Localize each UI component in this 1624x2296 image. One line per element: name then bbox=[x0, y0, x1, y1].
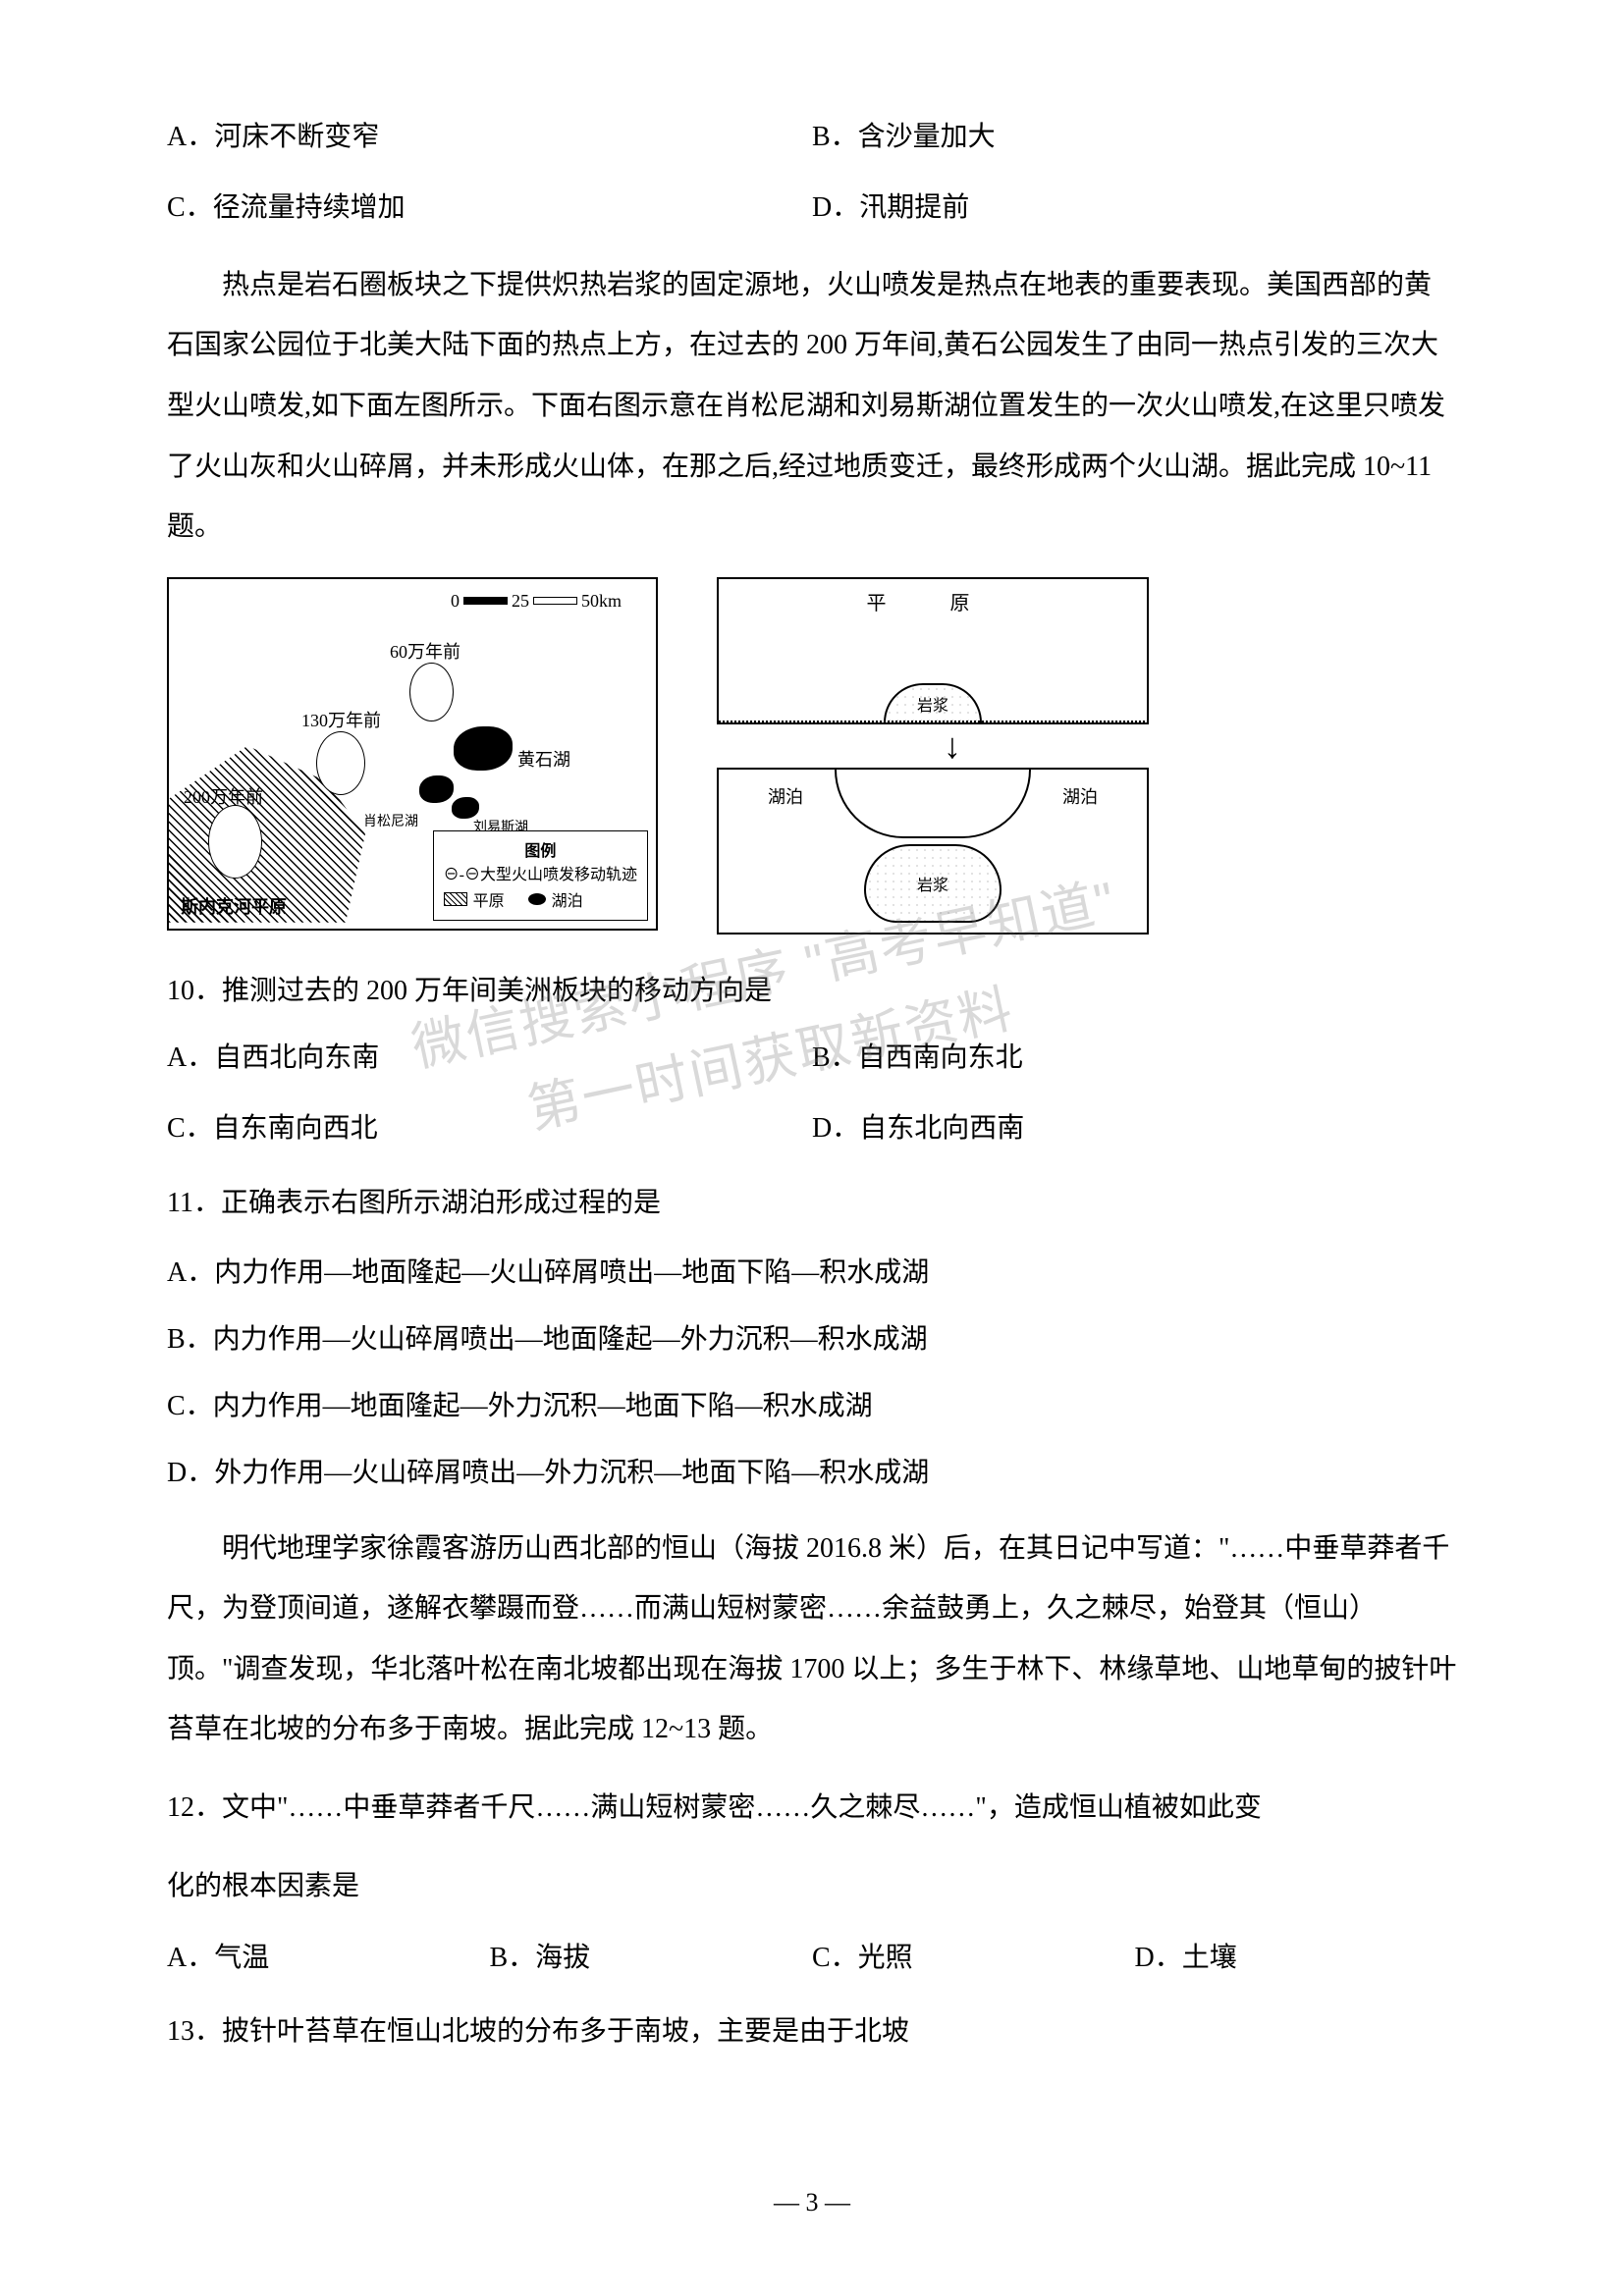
xsection-top: 平 原 岩浆 bbox=[717, 577, 1149, 724]
prev-opt-b: B．含沙量加大 bbox=[812, 122, 996, 152]
q11-opt-a: A．内力作用—地面隆起—火山碎屑喷出—地面下陷—积水成湖 bbox=[167, 1246, 1457, 1301]
q12-stem-2: 化的根本因素是 bbox=[167, 1856, 1457, 1917]
eruption-200 bbox=[208, 805, 262, 879]
label-yellowstone: 黄石湖 bbox=[517, 746, 570, 772]
label-shoshone: 肖松尼湖 bbox=[363, 811, 418, 830]
legend-hatch-icon bbox=[444, 892, 467, 906]
arrow-down-icon: ↓ bbox=[717, 728, 1188, 764]
q11-opt-d: D．外力作用—火山碎屑喷出—外力沉积—地面下陷—积水成湖 bbox=[167, 1446, 1457, 1501]
label-snake-plain: 斯内克河平原 bbox=[181, 893, 287, 919]
figure-right-xsection: 平 原 岩浆 ↓ 湖泊 湖泊 岩浆 bbox=[717, 577, 1188, 934]
shoshone-blob bbox=[419, 775, 454, 803]
q13-stem: 13．披针叶苔草在恒山北坡的分布多于南坡，主要是由于北坡 bbox=[167, 2004, 1457, 2059]
scale-end: 50km bbox=[581, 591, 622, 612]
prev-opt-c: C．径流量持续增加 bbox=[167, 192, 406, 223]
q12-row: A．气温 B．海拔 C．光照 D．土壤 bbox=[167, 1934, 1457, 1983]
eruption-130 bbox=[316, 731, 365, 795]
page-number: — 3 — bbox=[774, 2188, 850, 2217]
scale-bar: 0 25 50km bbox=[451, 591, 622, 612]
legend-blob-label: 湖泊 bbox=[552, 887, 583, 911]
magma-bottom: 岩浆 bbox=[864, 844, 1001, 923]
figure-left-map: 0 25 50km 斯内克河平原 200万年前 130万年前 60万年前 黄石湖… bbox=[167, 577, 658, 931]
legend-blob-icon bbox=[528, 893, 546, 905]
label-60: 60万年前 bbox=[390, 638, 460, 664]
q12-stem-1: 12．文中"……中垂草莽者千尺……满山短树蒙密……久之棘尽……"，造成恒山植被如… bbox=[167, 1778, 1457, 1839]
lake-label-left: 湖泊 bbox=[768, 783, 803, 809]
q10-opt-b: B．自西南向东北 bbox=[812, 1042, 1023, 1073]
q12-opt-a: A．气温 bbox=[167, 1943, 269, 1973]
figure-container: 0 25 50km 斯内克河平原 200万年前 130万年前 60万年前 黄石湖… bbox=[167, 577, 1457, 934]
xsection-top-label: 平 原 bbox=[719, 587, 1147, 615]
eruption-60 bbox=[409, 663, 454, 721]
caldera bbox=[835, 770, 1031, 838]
passage-2: 明代地理学家徐霞客游历山西北部的恒山（海拔 2016.8 米）后，在其日记中写道… bbox=[167, 1519, 1457, 1760]
prev-question-row1: A．河床不断变窄 B．含沙量加大 bbox=[167, 113, 1457, 162]
yellowstone-lake-blob bbox=[454, 726, 513, 771]
label-200: 200万年前 bbox=[184, 783, 263, 809]
q12-opt-b: B．海拔 bbox=[490, 1943, 591, 1973]
page-content: A．河床不断变窄 B．含沙量加大 C．径流量持续增加 D．汛期提前 热点是岩石圈… bbox=[167, 113, 1457, 2059]
legend-trajectory: ⊖-⊖大型火山喷发移动轨迹 bbox=[444, 861, 637, 884]
q12-opt-d: D．土壤 bbox=[1135, 1943, 1237, 1973]
q10-opt-a: A．自西北向东南 bbox=[167, 1042, 379, 1073]
scale-zero: 0 bbox=[451, 591, 460, 612]
prev-opt-a: A．河床不断变窄 bbox=[167, 122, 379, 152]
q11-opt-c: C．内力作用—地面隆起—外力沉积—地面下陷—积水成湖 bbox=[167, 1379, 1457, 1434]
scale-mid: 25 bbox=[512, 591, 529, 612]
passage-1: 热点是岩石圈板块之下提供炽热岩浆的固定源地，火山喷发是热点在地表的重要表现。美国… bbox=[167, 255, 1457, 558]
prev-question-row2: C．径流量持续增加 D．汛期提前 bbox=[167, 184, 1457, 233]
magma-dome-top: 岩浆 bbox=[884, 683, 982, 722]
q10-row1: A．自西北向东南 B．自西南向东北 bbox=[167, 1034, 1457, 1083]
q12-opt-c: C．光照 bbox=[812, 1943, 913, 1973]
xsection-bottom: 湖泊 湖泊 岩浆 bbox=[717, 768, 1149, 934]
q10-opt-d: D．自东北向西南 bbox=[812, 1113, 1024, 1144]
q10-opt-c: C．自东南向西北 bbox=[167, 1113, 378, 1144]
legend-box: 图例 ⊖-⊖大型火山喷发移动轨迹 平原 湖泊 bbox=[433, 830, 648, 921]
q10-stem: 10．推测过去的 200 万年间美洲板块的移动方向是 bbox=[167, 964, 1457, 1019]
label-130: 130万年前 bbox=[301, 707, 381, 732]
lake-label-right: 湖泊 bbox=[1062, 783, 1098, 809]
q11-stem: 11．正确表示右图所示湖泊形成过程的是 bbox=[167, 1176, 1457, 1231]
legend-hatch-label: 平原 bbox=[473, 887, 505, 911]
prev-opt-d: D．汛期提前 bbox=[812, 192, 969, 223]
legend-title: 图例 bbox=[444, 837, 637, 861]
q10-row2: C．自东南向西北 D．自东北向西南 bbox=[167, 1104, 1457, 1153]
q11-opt-b: B．内力作用—火山碎屑喷出—地面隆起—外力沉积—积水成湖 bbox=[167, 1312, 1457, 1367]
lewis-blob bbox=[452, 797, 479, 819]
